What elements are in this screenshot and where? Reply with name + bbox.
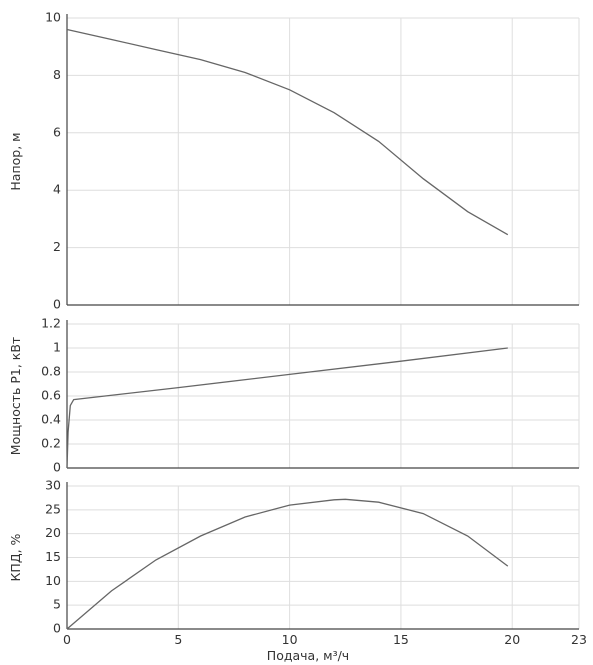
x-tick-label: 20 — [504, 632, 520, 647]
efficiency-curve — [66, 498, 509, 630]
power-y-tick-label: 1 — [53, 340, 61, 355]
head-y-axis-label: Напор, м — [8, 132, 23, 190]
x-tick-label: 15 — [393, 632, 409, 647]
power-y-tick-label: 1.2 — [41, 316, 61, 331]
head-y-tick-label: 2 — [53, 239, 61, 254]
efficiency-y-axis-label: КПД, % — [8, 533, 23, 581]
head-y-tick-label: 8 — [53, 67, 61, 82]
x-tick-label: 5 — [174, 632, 182, 647]
efficiency-y-tick-label: 5 — [53, 597, 61, 612]
efficiency-y-tick-label: 15 — [45, 549, 61, 564]
x-tick-label: 23 — [571, 632, 587, 647]
x-tick-label: 10 — [282, 632, 298, 647]
head-y-tick-label: 10 — [45, 10, 61, 25]
head-y-tick-label: 4 — [53, 182, 61, 197]
power-y-tick-label: 0.8 — [41, 364, 61, 379]
efficiency-y-tick-label: 25 — [45, 501, 61, 516]
efficiency-y-tick-label: 30 — [45, 478, 61, 493]
head-y-tick-label: 6 — [53, 124, 61, 139]
power-y-tick-label: 0.2 — [41, 436, 61, 451]
x-tick-label: 0 — [63, 632, 71, 647]
head-y-tick-label: 0 — [53, 297, 61, 312]
efficiency-y-tick-label: 0 — [53, 621, 61, 636]
head-curve — [66, 28, 509, 236]
x-axis-label: Подача, м³/ч — [267, 648, 349, 663]
power-y-tick-label: 0.4 — [41, 412, 61, 427]
power-y-axis-label: Мощность P1, кВт — [8, 337, 23, 455]
power-y-tick-label: 0 — [53, 460, 61, 475]
efficiency-y-tick-label: 20 — [45, 525, 61, 540]
power-curve — [66, 347, 508, 469]
efficiency-y-tick-label: 10 — [45, 573, 61, 588]
power-y-tick-label: 0.6 — [41, 388, 61, 403]
